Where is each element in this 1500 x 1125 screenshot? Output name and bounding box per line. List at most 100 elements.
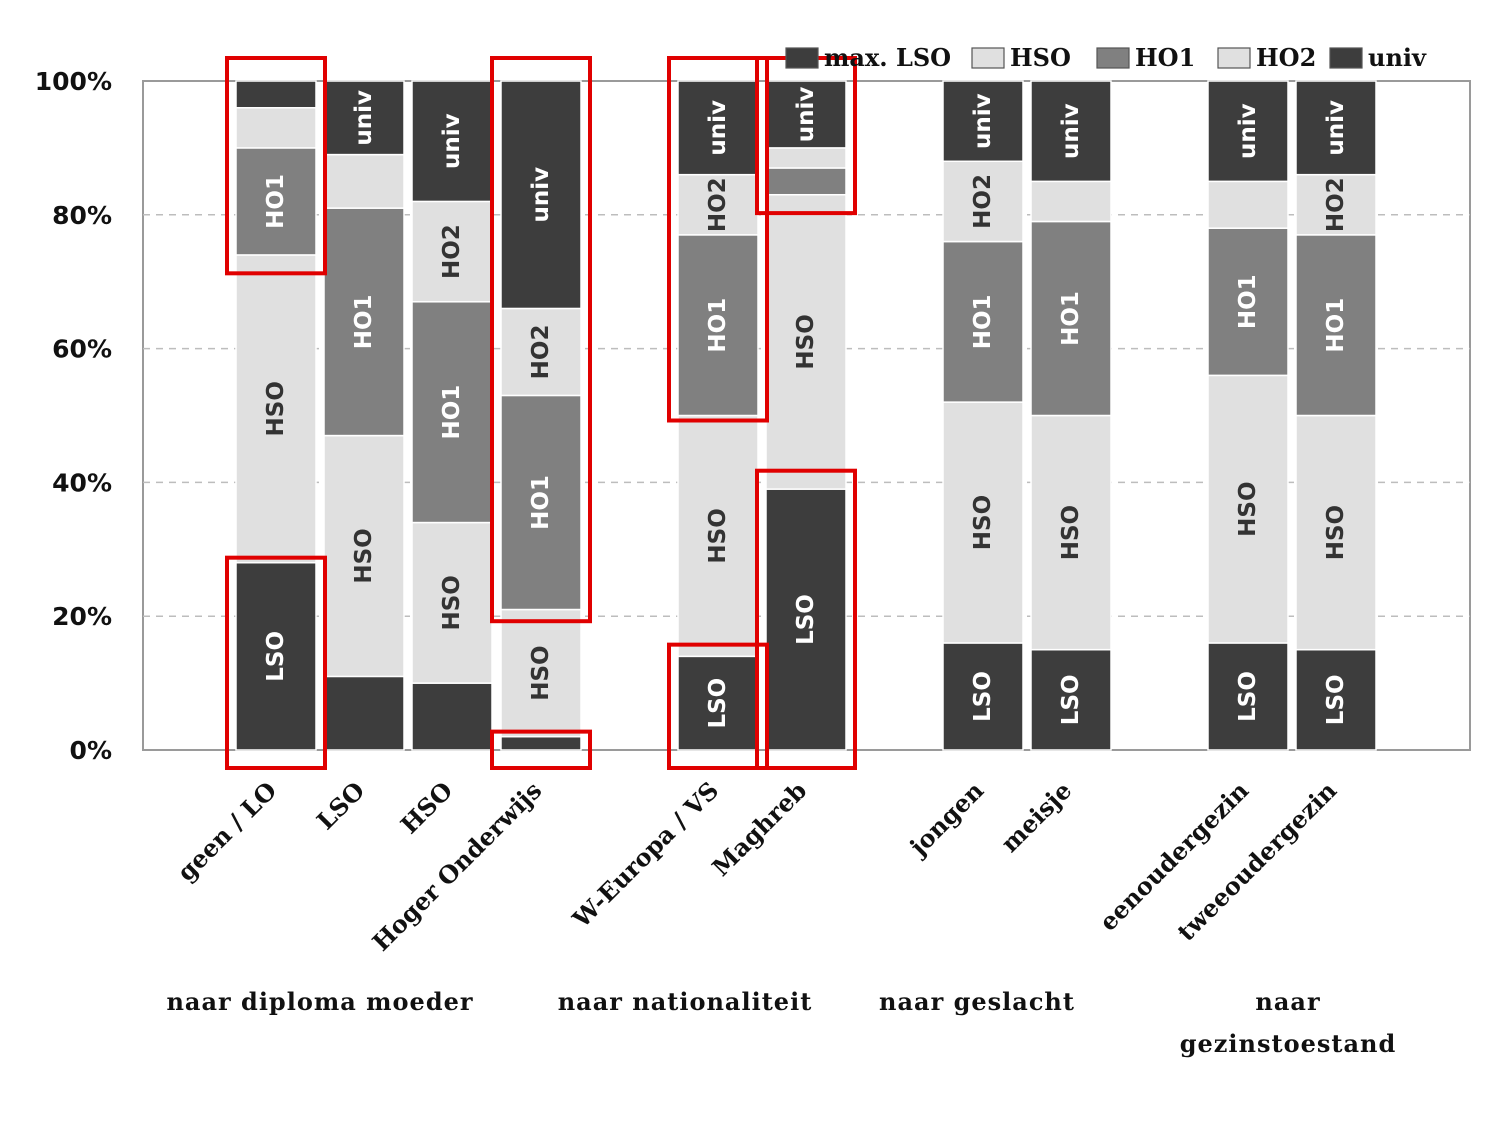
legend-label: HSO (1010, 43, 1071, 72)
bar-segment-tweeoudergezin-ho1 (1295, 234, 1377, 417)
bar-segment-lso-ho1 (323, 207, 405, 437)
bar-segment-tweeoudergezin-ho2 (1295, 173, 1377, 236)
annotation-box-hoger-onderwijs (490, 56, 592, 624)
segment-label: HO2 (439, 224, 465, 279)
segment-label: HO1 (970, 294, 996, 349)
segment-label: HSO (1058, 505, 1084, 560)
segment-label: HO1 (705, 298, 731, 353)
segment-label: HSO (351, 528, 377, 583)
legend-label: HO2 (1256, 43, 1316, 72)
y-axis: 0% 20% 40% 60% 80% 100% (35, 67, 112, 765)
segment-label: LSO (1058, 674, 1084, 725)
segment-label: HO2 (528, 325, 554, 380)
annotation-box-geen-lo (225, 56, 327, 276)
bar-segment-hoger-onderwijs-ho2 (500, 307, 582, 397)
bar-segment-lso-univ (323, 80, 405, 156)
bar-segment-geen-lo-ho1 (235, 147, 317, 256)
segment-label: HO1 (528, 475, 554, 530)
bars: LSO HSO HO1 HSO HO1 univ HSO HO1 HO2 univ HSO HO1 HO… (235, 80, 1377, 751)
segment-label: univ (351, 90, 377, 146)
legend-swatch-hso (971, 47, 1005, 69)
bar-segment-hso-ho2 (411, 200, 493, 303)
annotation-box-hoger-onderwijs (490, 729, 592, 770)
segment-label: LSO (793, 594, 819, 645)
segment-label: HSO (970, 495, 996, 550)
bar-segment-hso-ho1 (411, 301, 493, 524)
segment-label: univ (439, 113, 465, 169)
bar-segment-lso-ho2 (323, 153, 405, 209)
bar-segment-hso-hso (411, 521, 493, 684)
bar-segment-meisje-univ (1030, 80, 1112, 183)
bar-segment-geen-lo-ho2 (235, 107, 317, 149)
segment-label: HSO (1323, 505, 1349, 560)
segment-label: HO2 (1323, 177, 1349, 232)
bar-segment-eenoudergezin-ho2 (1207, 180, 1289, 229)
annotation-box-maghreb (755, 468, 857, 770)
segment-label: HSO (528, 645, 554, 700)
x-category-label: Hoger Onderwijs (366, 776, 547, 957)
bar-segment-geen-lo-lso (235, 561, 317, 751)
bar-segment-jongen-lso (942, 642, 1024, 751)
bar-segment-eenoudergezin-ho1 (1207, 227, 1289, 377)
legend-label: max. LSO (824, 43, 951, 72)
segment-label: LSO (263, 631, 289, 682)
segment-label: univ (705, 100, 731, 156)
bar-segment-jongen-ho1 (942, 240, 1024, 403)
x-category-label: W-Europa / VS (566, 776, 724, 934)
legend-label: HO1 (1135, 43, 1195, 72)
bar-segment-hoger-onderwijs-univ (500, 80, 582, 310)
annotation-box-w-europa-vs (667, 56, 769, 423)
segment-label: LSO (1235, 671, 1261, 722)
bar-segment-hoger-onderwijs-lso (500, 735, 582, 751)
bar-segment-jongen-univ (942, 80, 1024, 163)
segment-label: HO1 (439, 385, 465, 440)
segment-label: HO1 (263, 174, 289, 229)
legend-swatch-ho1 (1096, 47, 1130, 69)
annotation-box-geen-lo (225, 555, 327, 770)
segment-label: HSO (263, 381, 289, 436)
bar-segment-eenoudergezin-hso (1207, 374, 1289, 644)
bar-segment-hso-univ (411, 80, 493, 203)
y-tick-label: 60% (52, 335, 112, 364)
y-tick-label: 20% (52, 602, 112, 631)
group-label: gezinstoestand (1180, 1029, 1397, 1058)
group-labels: naar diploma moeder naar nationaliteit naa… (166, 987, 1397, 1058)
y-tick-label: 80% (52, 201, 112, 230)
bar-segment-w-europa-vs-hso (677, 414, 759, 658)
segment-label: univ (970, 93, 996, 149)
bar-segment-w-europa-vs-ho1 (677, 234, 759, 417)
x-category-label: geen / LO (171, 776, 282, 887)
legend-swatch-max-lso (785, 47, 819, 69)
y-tick-label: 40% (52, 468, 112, 497)
bar-segment-jongen-hso (942, 401, 1024, 644)
bar-segment-meisje-hso (1030, 414, 1112, 651)
bar-segment-maghreb-hso (765, 193, 847, 490)
legend: max. LSO HSO HO1 HO2 univ (785, 43, 1427, 72)
bar-segment-lso-lso (323, 675, 405, 751)
x-category-label: eenoudergezin (1093, 776, 1254, 937)
bar-segment-lso-hso (323, 434, 405, 678)
bar-segment-jongen-ho2 (942, 160, 1024, 243)
group-label: naar nationaliteit (558, 987, 813, 1016)
bar-segment-hso-lso (411, 682, 493, 751)
bar-segment-w-europa-vs-lso (677, 655, 759, 751)
segment-label: univ (1235, 103, 1261, 159)
annotation-box-w-europa-vs (667, 642, 769, 771)
segment-label: univ (528, 167, 554, 223)
segment-label: univ (793, 87, 819, 143)
legend-swatch-ho2 (1217, 47, 1251, 69)
group-label: naar geslacht (879, 987, 1075, 1016)
bar-segment-hoger-onderwijs-hso (500, 608, 582, 738)
segment-label: LSO (1323, 674, 1349, 725)
segment-label: HSO (793, 314, 819, 369)
bar-segment-geen-lo-hso (235, 254, 317, 564)
segment-label: LSO (705, 678, 731, 729)
bar-segment-w-europa-vs-univ (677, 80, 759, 176)
legend-swatch-univ (1329, 47, 1363, 69)
segment-label: univ (1058, 103, 1084, 159)
bar-segment-eenoudergezin-lso (1207, 642, 1289, 751)
bar-segment-eenoudergezin-univ (1207, 80, 1289, 183)
bar-segment-geen-lo-univ (235, 80, 317, 109)
